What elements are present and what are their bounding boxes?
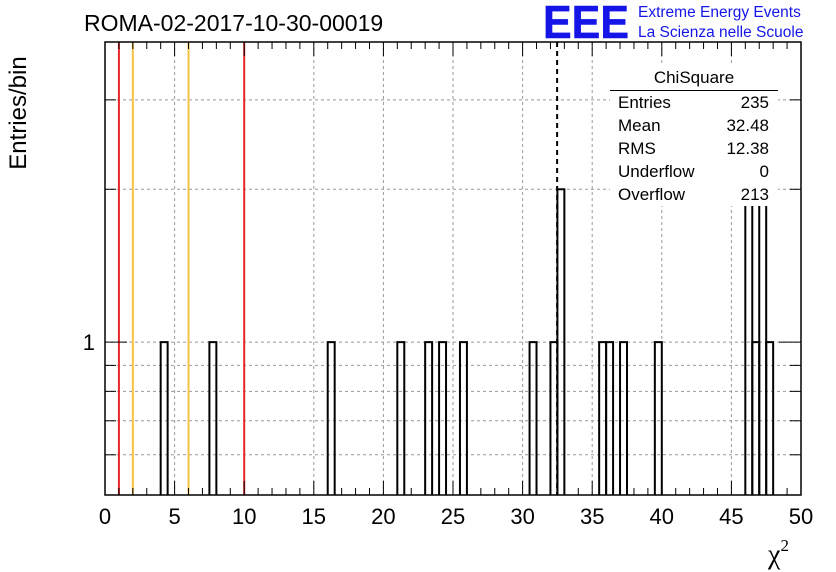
stats-row-rms: RMS 12.38 [610, 137, 778, 160]
chart-title: ROMA-02-2017-10-30-00019 [84, 10, 384, 36]
x-tick-label: 50 [789, 504, 813, 529]
histogram-bin [438, 341, 448, 495]
x-tick-label: 25 [441, 504, 465, 529]
histogram-bin [424, 341, 434, 495]
histogram-bin [528, 341, 538, 495]
x-tick-label: 45 [719, 504, 743, 529]
x-axis-label: χ2 [768, 536, 789, 571]
x-tick-label: 20 [371, 504, 395, 529]
x-tick-label: 30 [510, 504, 534, 529]
stats-value: 32.48 [726, 116, 769, 135]
histogram-bin [605, 341, 615, 495]
histogram-bin [208, 341, 218, 495]
logo-text: EEE [543, 2, 629, 42]
histogram-bin [556, 188, 566, 495]
x-tick-label: 35 [580, 504, 604, 529]
x-tick-label: 40 [650, 504, 674, 529]
stats-value: 235 [740, 93, 769, 112]
org-line-2: La Scienza nelle Scuole [638, 24, 804, 41]
stats-value: 12.38 [726, 139, 769, 158]
stats-label: Mean [618, 116, 661, 135]
histogram-bin [396, 341, 406, 495]
stats-row-mean: Mean 32.48 [610, 114, 778, 137]
histogram-bin [765, 341, 775, 495]
stats-value: 0 [759, 162, 769, 181]
x-tick-label: 10 [232, 504, 256, 529]
stats-row-underflow: Underflow 0 [610, 160, 778, 183]
stats-label: Overflow [618, 185, 686, 204]
organization-name: Extreme Energy Events La Scienza nelle S… [638, 3, 803, 43]
stats-row-entries: Entries 235 [610, 91, 778, 114]
stats-label: Entries [618, 93, 671, 112]
stats-value: 213 [740, 185, 769, 204]
eee-logo: EEE [543, 2, 629, 42]
x-tick-label: 15 [302, 504, 326, 529]
stats-row-overflow: Overflow 213 [610, 183, 778, 206]
stats-label: RMS [618, 139, 656, 158]
histogram-bin [326, 341, 336, 495]
stats-title: ChiSquare [610, 66, 778, 91]
stats-box: ChiSquare Entries 235 Mean 32.48 RMS 12.… [610, 66, 778, 206]
org-line-1: Extreme Energy Events [638, 4, 801, 21]
histogram-bin [653, 341, 663, 495]
histogram-bin [458, 341, 468, 495]
histogram-bin [159, 341, 169, 495]
y-axis-label: Entries/bin [5, 56, 32, 170]
histogram-bin [619, 341, 628, 495]
x-tick-label: 5 [168, 504, 180, 529]
y-tick-label: 1 [83, 330, 95, 355]
x-tick-label: 0 [99, 504, 111, 529]
stats-label: Underflow [618, 162, 695, 181]
